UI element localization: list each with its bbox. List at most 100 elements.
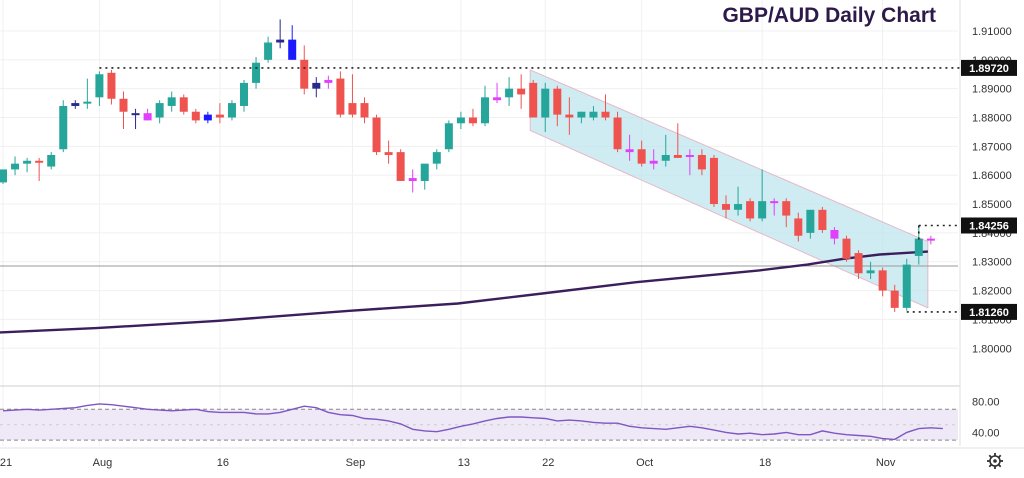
candle-body [264,42,273,60]
candle [722,195,730,219]
time-tick-label: Nov [876,457,896,469]
candle [119,91,128,130]
candle-body [71,103,80,106]
candle [47,152,56,170]
candle-body [35,160,44,163]
candle-body [842,238,851,259]
price-tag-label: 1.89720 [969,63,1009,75]
candle [709,155,718,207]
candle-body [866,270,875,274]
candle [240,80,248,112]
candle [264,36,273,63]
price-tag [961,303,1017,320]
candle [252,56,261,89]
price-tag [961,59,1017,76]
moving-average-line [0,250,928,334]
candle [661,134,670,167]
candle-body [746,201,755,219]
candle-body [517,88,526,95]
candle-body [649,160,658,164]
price-tag [961,217,1017,234]
candle-body [890,290,899,308]
candle-body [565,114,574,118]
gear-icon[interactable] [987,453,1003,469]
candle-body [119,98,128,112]
candle-body [456,117,465,124]
candle-body [902,264,911,308]
candle-body [408,178,417,181]
candle [782,198,791,228]
price-tick-label: 1.91000 [972,26,1012,38]
candle-body [541,88,550,118]
price-tick-label: 1.85000 [972,199,1012,211]
candle-body [770,201,779,204]
rsi-line [2,403,943,441]
time-tick-label: 21 [0,457,12,469]
time-tick-label: 13 [458,457,470,469]
candle [625,134,634,161]
candle [167,91,176,112]
candle [770,198,779,216]
candle [143,108,152,121]
candle-body [396,152,405,181]
candle-body [23,160,32,164]
candle [481,85,489,127]
candle [396,149,405,181]
candle-body [673,155,682,158]
candle [637,140,646,167]
candle-body [348,103,357,115]
candle-body [830,229,839,239]
candle [493,82,502,104]
time-tick-label: 16 [217,457,229,469]
candle [517,74,526,109]
candle [384,140,393,164]
candle [565,97,574,135]
candle-body [143,113,152,121]
candle-body [227,103,236,118]
candle-body [420,163,429,181]
candle [505,77,514,106]
candle-body [95,74,104,98]
candle [131,108,140,130]
rsi-tick-label: 80.00 [972,397,1000,409]
price-tick-label: 1.87000 [972,141,1012,153]
candle-body [782,201,791,216]
candle-body [384,152,393,156]
candle [601,94,610,121]
candle [794,212,803,242]
price-tick-label: 1.80000 [972,343,1012,355]
candle [59,100,68,153]
candle-body [468,117,477,124]
candle-body [107,72,116,99]
candle-body [854,253,863,274]
candle-body [83,101,92,104]
time-tick-label: Aug [93,457,113,469]
candle-body [625,149,634,153]
candle [746,198,755,222]
candle-body [167,97,176,106]
candle-body [697,155,706,170]
candle-body [758,201,767,219]
candle [227,100,236,121]
time-tick-label: Oct [636,457,653,469]
candle [432,149,441,170]
candle [866,261,875,280]
candle [35,157,44,181]
candle [324,75,333,89]
candle [288,25,297,60]
candle [902,258,911,311]
candle [372,114,381,156]
candle [649,149,658,170]
candle-body [276,39,285,43]
candle [468,108,477,127]
candle-body [444,123,453,150]
candle-body [734,204,743,210]
candle [926,235,935,245]
candle [191,108,200,124]
candle-body [300,59,309,89]
candle [11,156,20,176]
candle-body [806,209,815,233]
rsi-tick-label: 40.00 [972,427,1000,439]
candle [806,209,815,239]
